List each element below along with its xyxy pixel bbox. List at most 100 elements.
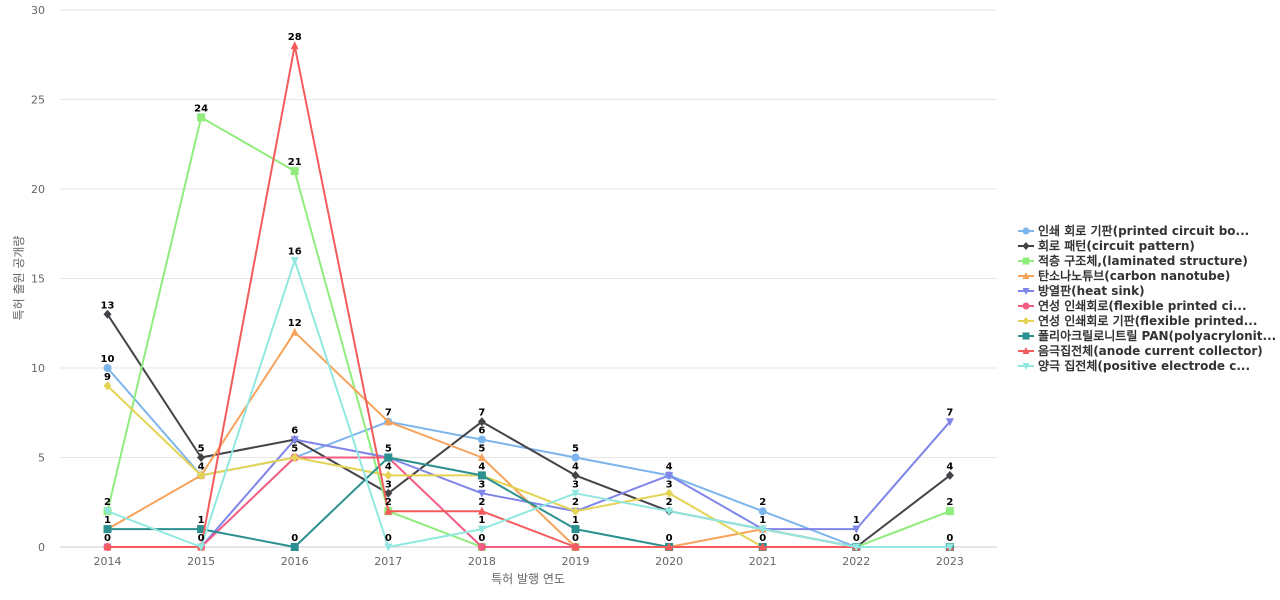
data-labels: 1310921024541028211612650754320765432105… xyxy=(101,32,954,544)
data-point xyxy=(571,525,580,534)
legend-item[interactable]: 회로 패턴(circuit pattern) xyxy=(1018,238,1195,253)
legend-label: 인쇄 회로 기판(printed circuit bo... xyxy=(1038,223,1249,238)
legend-label: 양극 집전체(positive electrode c... xyxy=(1038,358,1250,373)
data-point xyxy=(945,507,954,516)
data-label: 2 xyxy=(946,497,953,508)
legend-item[interactable]: 탄소나노튜브(carbon nanotube) xyxy=(1018,268,1230,283)
series-9 xyxy=(103,41,954,551)
data-point xyxy=(290,436,299,445)
x-tick-label: 2021 xyxy=(749,555,777,568)
legend-item[interactable]: 인쇄 회로 기판(printed circuit bo... xyxy=(1018,223,1249,238)
data-label: 1 xyxy=(198,515,205,526)
data-point xyxy=(571,489,580,498)
x-tick-label: 2019 xyxy=(562,555,590,568)
legend-item[interactable]: 음극집전체(anode current collector) xyxy=(1018,343,1263,358)
data-label: 0 xyxy=(385,533,392,544)
data-point xyxy=(665,488,674,498)
x-tick-label: 2018 xyxy=(468,555,496,568)
data-label: 21 xyxy=(288,157,302,168)
data-point xyxy=(477,506,486,515)
series-lines xyxy=(103,41,954,552)
data-point xyxy=(384,470,393,480)
data-point xyxy=(290,543,299,551)
legend-label: 음극집전체(anode current collector) xyxy=(1038,343,1263,358)
data-label: 10 xyxy=(101,354,115,365)
data-label: 12 xyxy=(288,318,302,329)
legend-label: 폴리아크릴로니트릴 PAN(polyacrylonit... xyxy=(1038,328,1276,343)
legend-marker xyxy=(1022,363,1030,370)
data-label: 5 xyxy=(198,444,205,455)
data-label: 4 xyxy=(478,461,485,472)
data-label: 2 xyxy=(759,497,766,508)
series-line xyxy=(106,385,950,548)
data-point xyxy=(384,506,393,515)
data-point xyxy=(758,525,767,534)
data-point xyxy=(477,489,486,498)
data-point xyxy=(197,525,206,534)
data-label: 0 xyxy=(853,533,860,544)
data-point xyxy=(197,470,206,480)
data-label: 0 xyxy=(478,533,485,544)
legend-item[interactable]: 폴리아크릴로니트릴 PAN(polyacrylonit... xyxy=(1018,328,1276,343)
data-label: 5 xyxy=(478,444,485,455)
data-label: 13 xyxy=(101,300,115,311)
legend-label: 회로 패턴(circuit pattern) xyxy=(1038,238,1195,253)
legend-marker xyxy=(1022,347,1030,354)
y-axis-ticks: 0 5 10 15 20 25 30 xyxy=(31,4,45,554)
data-point xyxy=(945,543,954,552)
data-point xyxy=(197,543,206,552)
data-point xyxy=(290,327,299,336)
legend-item[interactable]: 방열판(heat sink) xyxy=(1018,283,1145,298)
legend-item[interactable]: 연성 인쇄회로 기판(flexible printed... xyxy=(1018,313,1257,328)
y-tick-label: 15 xyxy=(31,273,45,286)
x-axis-ticks: 2014 2015 2016 2017 2018 2019 2020 2021 2022 2023 xyxy=(94,555,964,568)
data-point xyxy=(384,453,393,462)
legend-marker xyxy=(1022,257,1030,265)
data-label: 1 xyxy=(104,515,111,526)
data-label: 28 xyxy=(288,32,302,43)
data-label: 2 xyxy=(572,497,579,508)
legend-marker xyxy=(1022,302,1030,310)
data-point xyxy=(477,525,486,534)
x-tick-label: 2015 xyxy=(187,555,215,568)
data-label: 6 xyxy=(291,426,298,437)
data-label: 2 xyxy=(104,497,111,508)
data-label: 3 xyxy=(666,479,673,490)
data-point xyxy=(290,453,299,462)
data-point xyxy=(384,488,393,498)
data-label: 0 xyxy=(759,533,766,544)
data-label: 3 xyxy=(385,479,392,490)
data-label: 1 xyxy=(759,515,766,526)
data-label: 7 xyxy=(478,408,485,419)
data-label: 1 xyxy=(478,515,485,526)
y-tick-label: 25 xyxy=(31,94,45,107)
legend-item[interactable]: 연성 인쇄회로(flexible printed ci... xyxy=(1018,298,1247,313)
data-point xyxy=(290,257,299,266)
data-point xyxy=(571,542,580,551)
data-point xyxy=(571,506,580,516)
data-label: 4 xyxy=(572,461,579,472)
y-tick-label: 20 xyxy=(31,183,45,196)
data-label: 2 xyxy=(666,497,673,508)
data-point xyxy=(103,542,112,551)
data-label: 7 xyxy=(385,408,392,419)
data-label: 5 xyxy=(291,444,298,455)
data-point xyxy=(290,41,299,50)
data-point xyxy=(665,542,674,551)
series-line xyxy=(107,259,950,548)
legend-label: 탄소나노튜브(carbon nanotube) xyxy=(1038,268,1230,283)
legend-item[interactable]: 적층 구조체,(laminated structure) xyxy=(1018,253,1248,268)
y-tick-label: 0 xyxy=(38,541,45,554)
data-point xyxy=(384,417,393,426)
data-label: 0 xyxy=(198,533,205,544)
legend-label: 방열판(heat sink) xyxy=(1038,283,1145,298)
data-label: 0 xyxy=(104,533,111,544)
data-label: 16 xyxy=(288,247,302,258)
legend-item[interactable]: 양극 집전체(positive electrode c... xyxy=(1018,358,1250,373)
series-3 xyxy=(103,113,954,551)
data-point xyxy=(103,381,112,391)
data-point xyxy=(103,309,112,319)
data-point xyxy=(197,113,206,122)
data-point xyxy=(103,507,112,516)
y-axis-title: 특허 출원 공개량 xyxy=(12,236,26,321)
